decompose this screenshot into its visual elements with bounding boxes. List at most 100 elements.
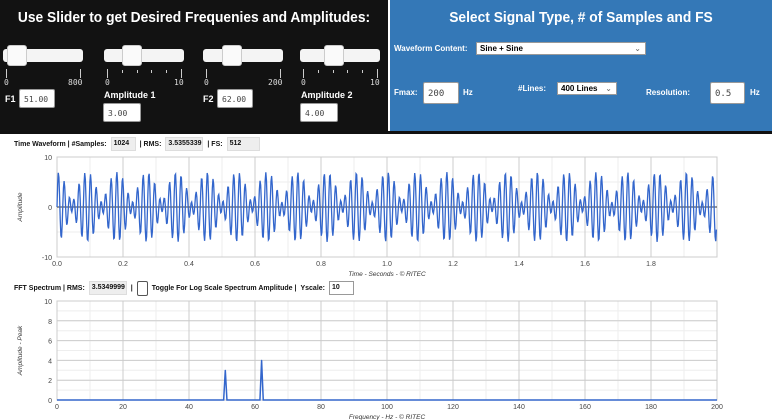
slider-tick bbox=[280, 69, 281, 78]
y-tick-label: 8 bbox=[48, 319, 52, 326]
spectrum-series bbox=[57, 360, 717, 401]
slider-max-label: 800 bbox=[68, 78, 83, 87]
f2-input[interactable]: 62.00 bbox=[217, 89, 253, 108]
separator: | bbox=[130, 284, 133, 292]
slider-panel: Use Slider to get Desired Frequenies and… bbox=[0, 0, 388, 131]
slider-panel-title: Use Slider to get Desired Frequenies and… bbox=[17, 9, 371, 26]
y-axis-label: Amplitude - Peak bbox=[17, 325, 24, 376]
log-scale-label: Toggle For Log Scale Spectrum Amplitude … bbox=[151, 284, 297, 292]
slider-4[interactable] bbox=[300, 45, 380, 66]
time-waveform-toolbar: Time Waveform | #Samples: 1024 | RMS: 3.… bbox=[14, 135, 260, 153]
slider-tick bbox=[377, 69, 378, 78]
x-tick-label: 120 bbox=[447, 404, 459, 411]
slider-tick bbox=[332, 70, 334, 73]
y-tick-label: 10 bbox=[44, 299, 52, 306]
lines-select[interactable]: 400 Lines ⌄ bbox=[557, 82, 617, 95]
slider-min-label: 0 bbox=[204, 78, 209, 87]
spectrum-peak bbox=[224, 369, 226, 371]
amplitude2-input[interactable]: 4.00 bbox=[300, 103, 338, 122]
slider-tick bbox=[151, 70, 153, 73]
fmax-label: Fmax: bbox=[394, 88, 418, 97]
y-tick-label: 6 bbox=[48, 339, 52, 346]
x-tick-label: 20 bbox=[119, 404, 127, 411]
fft-toolbar: FFT Spectrum | RMS: 3.5349999 | Toggle F… bbox=[14, 279, 354, 297]
yscale-label: Yscale: bbox=[300, 284, 325, 292]
time-rms-field: 3.5355339 bbox=[165, 137, 204, 151]
x-tick-label: 0.0 bbox=[52, 261, 62, 268]
fmax-unit: Hz bbox=[463, 88, 473, 97]
x-tick-label: 0.4 bbox=[184, 261, 194, 268]
slider-1[interactable] bbox=[3, 45, 83, 66]
resolution-label: Resolution: bbox=[646, 88, 690, 97]
signal-panel-title: Select Signal Type, # of Samples and FS bbox=[449, 9, 713, 26]
y-tick-label: -10 bbox=[42, 255, 52, 262]
amplitude1-label: Amplitude 1 bbox=[104, 90, 156, 100]
amplitude2-label: Amplitude 2 bbox=[301, 90, 353, 100]
slider-tick bbox=[347, 70, 349, 73]
x-tick-label: 0.6 bbox=[250, 261, 260, 268]
lines-label: #Lines: bbox=[518, 84, 547, 93]
x-tick-label: 60 bbox=[251, 404, 259, 411]
x-tick-label: 0 bbox=[55, 404, 59, 411]
fs-label: | FS: bbox=[207, 140, 223, 148]
yscale-input[interactable]: 10 bbox=[329, 281, 354, 295]
slider-tick bbox=[80, 69, 81, 78]
x-axis-label: Frequency - Hz - © RITEC bbox=[349, 413, 426, 420]
slider-tick bbox=[181, 69, 182, 78]
fft-spectrum-chart: 0 20 40 60 80 100 120 140 160 180 2001086420Freque… bbox=[17, 299, 723, 420]
y-tick-label: 4 bbox=[48, 358, 52, 365]
x-tick-label: 160 bbox=[579, 404, 591, 411]
slider-tick bbox=[107, 69, 108, 78]
slider-tick bbox=[6, 69, 7, 78]
x-tick-label: 1.2 bbox=[448, 261, 458, 268]
x-tick-label: 0.8 bbox=[316, 261, 326, 268]
fmax-input[interactable]: 200 bbox=[423, 82, 459, 104]
slider-2[interactable] bbox=[104, 45, 184, 66]
samples-field[interactable]: 1024 bbox=[110, 137, 136, 151]
time-waveform-chart: 0.0 0.2 0.4 0.6 0.8 1.0 1.2 1.4 1.6 1.8 10 0 -10 Time… bbox=[17, 155, 718, 278]
waveform-content-value: Sine + Sine bbox=[480, 44, 523, 53]
rms-label: | RMS: bbox=[139, 140, 162, 148]
y-tick-label: 2 bbox=[48, 378, 52, 385]
y-tick-label: 0 bbox=[48, 398, 52, 405]
fft-label: FFT Spectrum | RMS: bbox=[14, 284, 85, 292]
x-tick-label: 140 bbox=[513, 404, 525, 411]
slider-max-label: 200 bbox=[268, 78, 283, 87]
x-tick-label: 0.2 bbox=[118, 261, 128, 268]
slider-thumb[interactable] bbox=[6, 45, 27, 66]
slider-min-label: 0 bbox=[4, 78, 9, 87]
slider-tick bbox=[362, 70, 364, 73]
resolution-input[interactable]: 0.5 bbox=[710, 82, 745, 104]
y-tick-label: 0 bbox=[48, 205, 52, 212]
divider bbox=[0, 131, 772, 134]
slider-max-label: 10 bbox=[370, 78, 380, 87]
slider-max-label: 10 bbox=[174, 78, 184, 87]
slider-tick bbox=[317, 70, 319, 73]
slider-thumb[interactable] bbox=[122, 45, 142, 66]
log-scale-checkbox[interactable] bbox=[136, 280, 148, 296]
y-tick-label: 10 bbox=[44, 155, 52, 162]
slider-tick bbox=[121, 70, 123, 73]
fft-rms-field: 3.5349999 bbox=[88, 281, 127, 295]
f1-input[interactable]: 51.00 bbox=[19, 89, 55, 108]
slider-min-label: 0 bbox=[105, 78, 110, 87]
fs-field[interactable]: 512 bbox=[226, 137, 260, 151]
x-tick-label: 180 bbox=[645, 404, 657, 411]
slider-tick bbox=[136, 70, 138, 73]
amplitude1-input[interactable]: 3.00 bbox=[103, 103, 141, 122]
waveform-content-select[interactable]: Sine + Sine ⌄ bbox=[476, 42, 646, 55]
lines-value: 400 Lines bbox=[561, 84, 598, 93]
spectrum-peak bbox=[261, 359, 263, 361]
x-tick-label: 1.6 bbox=[580, 261, 590, 268]
slider-thumb[interactable] bbox=[221, 45, 242, 66]
x-tick-label: 80 bbox=[317, 404, 325, 411]
y-axis-label: Amplitude bbox=[17, 192, 24, 222]
slider-thumb[interactable] bbox=[324, 45, 344, 66]
x-tick-label: 100 bbox=[381, 404, 393, 411]
x-tick-label: 1.8 bbox=[646, 261, 656, 268]
f1-label: F1 bbox=[5, 94, 16, 104]
slider-3[interactable] bbox=[203, 45, 283, 66]
waveform-content-label: Waveform Content: bbox=[394, 44, 468, 53]
x-tick-label: 1.4 bbox=[514, 261, 524, 268]
chevron-down-icon: ⌄ bbox=[634, 44, 641, 53]
